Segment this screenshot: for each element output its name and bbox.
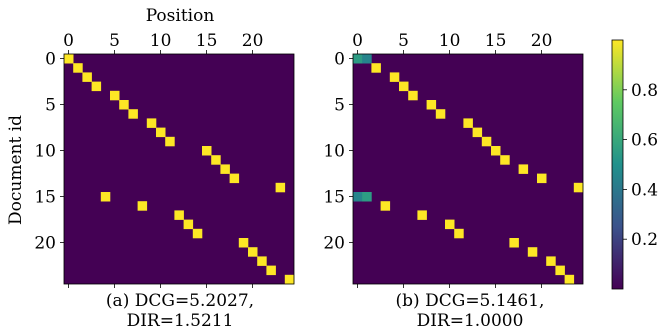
y-tick-label: 0 — [45, 50, 56, 70]
x-tick-label: 0 — [352, 31, 363, 51]
heatmap-cell — [257, 256, 267, 266]
heatmap-cell — [371, 63, 381, 73]
colorbar-tick-label: 0.2 — [631, 230, 658, 250]
heatmap-cell — [445, 219, 455, 230]
heatmap-cell — [183, 219, 194, 230]
heatmap-cell — [573, 182, 584, 193]
heatmap-cell — [537, 173, 547, 184]
heatmap-cell — [110, 90, 120, 101]
plot-frame — [352, 53, 584, 285]
y-axis-label: Document id — [6, 115, 26, 225]
x-tick-label: 10 — [439, 31, 461, 51]
heatmap-cell — [408, 90, 418, 101]
axis-ticks-b: 0 5 10 15 20 0 5 10 15 20 — [323, 31, 584, 288]
heatmap-cell — [128, 109, 138, 119]
y-tick-label: 10 — [34, 142, 56, 162]
heatmap-cell — [472, 127, 483, 138]
heatmap-cell — [82, 72, 92, 82]
heatmap-cell — [417, 210, 427, 220]
heatmap-cell — [211, 155, 221, 165]
heatmap-cell — [435, 109, 446, 119]
colorbar-ticks: 0.2 0.4 0.6 0.8 — [623, 81, 658, 250]
heatmap-cell — [491, 146, 501, 156]
x-tick-label: 0 — [63, 31, 74, 51]
heatmap-cells-b — [353, 54, 584, 285]
colorbar: 0.2 0.4 0.6 0.8 — [611, 39, 658, 290]
heatmap-cell — [275, 182, 286, 193]
y-tick-label: 20 — [34, 234, 56, 254]
heatmap-cell — [174, 210, 184, 220]
heatmap-cell — [156, 127, 166, 138]
y-tick-label: 15 — [34, 188, 56, 208]
heatmap-cell — [284, 274, 295, 285]
heatmap-cell — [146, 118, 157, 128]
plot-frame — [63, 53, 295, 285]
heatmap-cell — [426, 100, 437, 110]
heatmap-cells-a — [64, 54, 295, 285]
heatmap-cell — [481, 136, 492, 147]
heatmap-cell — [119, 100, 129, 110]
heatmap-background — [64, 54, 294, 284]
heatmap-cell — [527, 247, 538, 257]
heatmap-cell — [380, 201, 391, 211]
y-tick-label: 0 — [334, 50, 345, 70]
heatmap-cell — [353, 192, 363, 202]
x-tick-label: 10 — [150, 31, 172, 51]
x-axis-label: Position — [146, 6, 215, 26]
x-tick-label: 20 — [242, 31, 264, 51]
heatmap-cell — [546, 256, 556, 266]
heatmap-cell — [353, 54, 363, 64]
heatmap-cell — [463, 118, 473, 128]
heatmap-cell — [64, 54, 74, 64]
heatmap-cell — [73, 63, 83, 73]
heatmap-background — [353, 54, 583, 284]
heatmap-cell — [137, 201, 148, 211]
heatmap-cell — [220, 164, 230, 174]
heatmap-cell — [229, 173, 240, 184]
y-tick-label: 5 — [45, 96, 56, 116]
heatmap-cell — [165, 136, 175, 147]
heatmap-cell — [238, 238, 249, 248]
heatmap-cell — [91, 81, 102, 92]
caption-line-2: DIR=1.5211 — [127, 311, 234, 331]
heatmap-panel-b: 0 5 10 15 20 0 5 10 15 20 (b) DCG=5.1461, DIR=1.0… — [323, 31, 584, 331]
colorbar-tick-label: 0.8 — [631, 81, 658, 101]
heatmap-cell — [248, 247, 258, 257]
colorbar-tick-label: 0.6 — [631, 131, 658, 151]
colorbar-tick-label: 0.4 — [631, 180, 658, 200]
x-tick-label: 15 — [485, 31, 507, 51]
x-tick-label: 20 — [531, 31, 553, 51]
caption-line-1: (b) DCG=5.1461, — [396, 291, 545, 311]
heatmap-cell — [500, 155, 510, 165]
heatmap-panel-a: Position Document id 0 5 10 15 20 0 5 10 15 20 (a… — [6, 6, 295, 331]
caption-line-1: (a) DCG=5.2027, — [106, 291, 254, 311]
heatmap-cell — [518, 164, 529, 174]
caption-line-2: DIR=1.0000 — [417, 311, 524, 331]
heatmap-cell — [454, 228, 464, 239]
axis-ticks-a: 0 5 10 15 20 0 5 10 15 20 — [34, 31, 295, 288]
y-tick-label: 10 — [323, 142, 345, 162]
heatmap-cell — [202, 146, 212, 156]
y-tick-label: 20 — [323, 234, 345, 254]
heatmap-cell — [266, 265, 276, 276]
heatmap-cell — [399, 81, 409, 92]
x-tick-label: 5 — [398, 31, 409, 51]
heatmap-cell — [389, 72, 400, 82]
heatmap-cell — [555, 265, 565, 276]
heatmap-cell — [100, 192, 111, 202]
heatmap-cell — [362, 192, 372, 202]
heatmap-cell — [192, 228, 203, 239]
colorbar-gradient — [611, 39, 624, 290]
heatmap-cell — [564, 274, 575, 285]
y-tick-label: 5 — [334, 96, 345, 116]
heatmap-cell — [509, 238, 519, 248]
heatmap-cell — [362, 54, 372, 64]
x-tick-label: 5 — [109, 31, 120, 51]
x-tick-label: 15 — [196, 31, 218, 51]
y-tick-label: 15 — [323, 188, 345, 208]
